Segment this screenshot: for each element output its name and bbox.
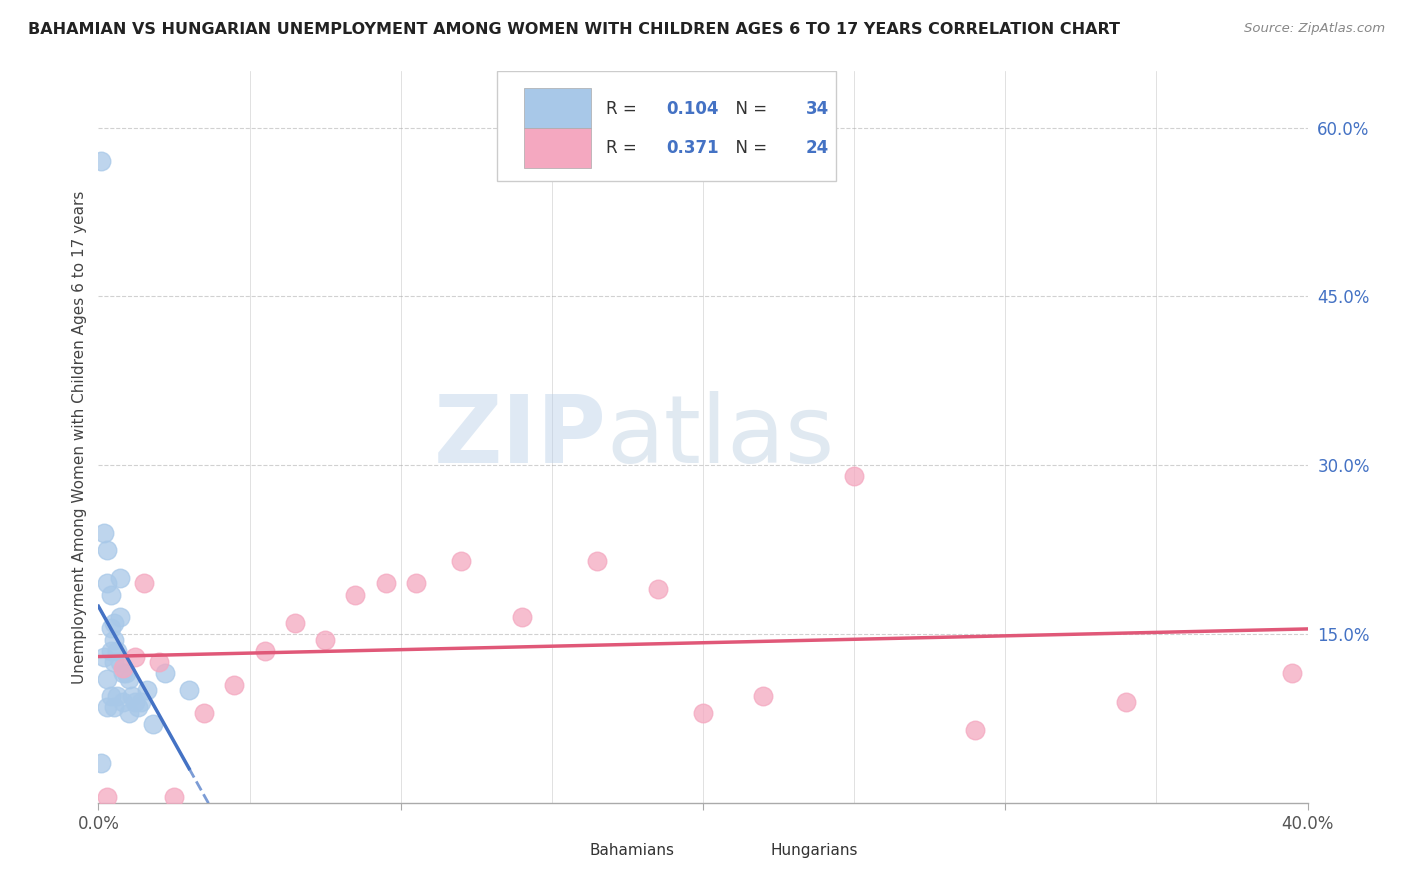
Point	[153, 666, 176, 681]
Point	[193, 706, 215, 720]
Point	[129, 694, 152, 708]
Point	[103, 615, 125, 630]
Text: BAHAMIAN VS HUNGARIAN UNEMPLOYMENT AMONG WOMEN WITH CHILDREN AGES 6 TO 17 YEARS : BAHAMIAN VS HUNGARIAN UNEMPLOYMENT AMONG…	[28, 22, 1121, 37]
Y-axis label: Unemployment Among Women with Children Ages 6 to 17 years: Unemployment Among Women with Children A…	[72, 190, 87, 684]
Point	[284, 615, 307, 630]
Point	[121, 689, 143, 703]
Point	[586, 554, 609, 568]
Point	[965, 723, 987, 737]
Text: Source: ZipAtlas.com: Source: ZipAtlas.com	[1244, 22, 1385, 36]
Point	[142, 717, 165, 731]
Point	[1115, 694, 1137, 708]
Point	[163, 790, 186, 805]
Point	[103, 655, 125, 669]
Point	[127, 700, 149, 714]
Point	[108, 571, 131, 585]
Point	[118, 706, 141, 720]
Point	[405, 576, 427, 591]
Point	[111, 666, 134, 681]
Point	[96, 542, 118, 557]
Point	[253, 644, 276, 658]
Point	[90, 154, 112, 169]
Point	[96, 700, 118, 714]
Point	[93, 649, 115, 664]
Point	[135, 683, 157, 698]
Text: R =: R =	[606, 139, 643, 157]
Bar	[534, 836, 582, 865]
Point	[647, 582, 669, 596]
Text: 0.104: 0.104	[666, 100, 720, 118]
Point	[96, 576, 118, 591]
Text: 0.371: 0.371	[666, 139, 720, 157]
Text: 34: 34	[806, 100, 830, 118]
Point	[148, 655, 170, 669]
Text: N =: N =	[724, 100, 772, 118]
Point	[111, 694, 134, 708]
Text: N =: N =	[724, 139, 772, 157]
Point	[100, 644, 122, 658]
Point	[100, 588, 122, 602]
Point	[344, 588, 367, 602]
Point	[105, 644, 128, 658]
Point	[96, 672, 118, 686]
Point	[132, 576, 155, 591]
Point	[114, 666, 136, 681]
Text: R =: R =	[606, 100, 643, 118]
Point	[103, 700, 125, 714]
Bar	[716, 836, 763, 865]
Point	[93, 525, 115, 540]
Point	[118, 672, 141, 686]
Point	[692, 706, 714, 720]
Point	[90, 756, 112, 771]
Text: ZIP: ZIP	[433, 391, 606, 483]
Point	[108, 610, 131, 624]
Bar	[524, 88, 591, 128]
Point	[1281, 666, 1303, 681]
Text: 24: 24	[806, 139, 830, 157]
Point	[374, 576, 396, 591]
Point	[450, 554, 472, 568]
Point	[510, 610, 533, 624]
Bar	[524, 128, 591, 168]
Point	[179, 683, 201, 698]
Point	[108, 655, 131, 669]
Point	[96, 790, 118, 805]
Point	[105, 689, 128, 703]
Point	[100, 689, 122, 703]
Text: Bahamians: Bahamians	[589, 843, 675, 858]
Point	[103, 632, 125, 647]
Point	[100, 621, 122, 635]
Point	[752, 689, 775, 703]
Point	[111, 661, 134, 675]
FancyBboxPatch shape	[498, 71, 837, 181]
Point	[124, 694, 146, 708]
Point	[224, 678, 246, 692]
Point	[314, 632, 336, 647]
Text: atlas: atlas	[606, 391, 835, 483]
Point	[844, 469, 866, 483]
Point	[124, 649, 146, 664]
Text: Hungarians: Hungarians	[770, 843, 858, 858]
